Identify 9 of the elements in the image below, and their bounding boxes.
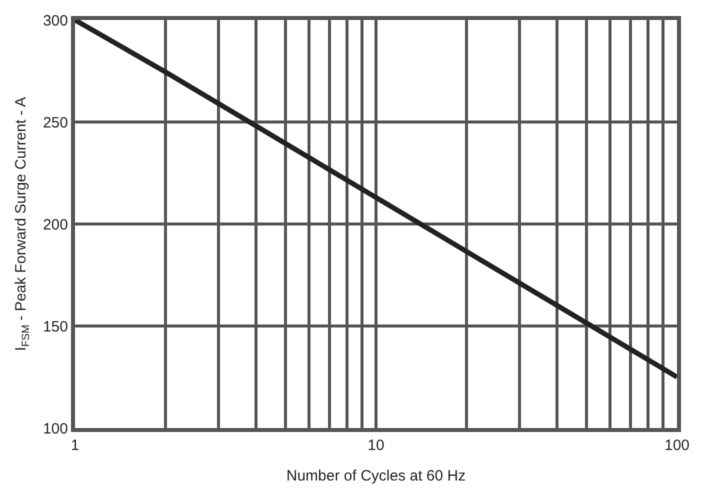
- y-tick-label: 250: [42, 114, 68, 132]
- y-tick-label: 150: [42, 318, 68, 336]
- x-axis-title: Number of Cycles at 60 Hz: [286, 468, 466, 484]
- x-tick-label: 1: [70, 437, 80, 454]
- y-tick-label: 300: [42, 12, 68, 30]
- y-tick-label: 100: [42, 420, 68, 438]
- x-tick-label: 100: [664, 437, 690, 454]
- y-tick-label: 200: [42, 216, 68, 234]
- x-tick-label: 10: [368, 437, 384, 454]
